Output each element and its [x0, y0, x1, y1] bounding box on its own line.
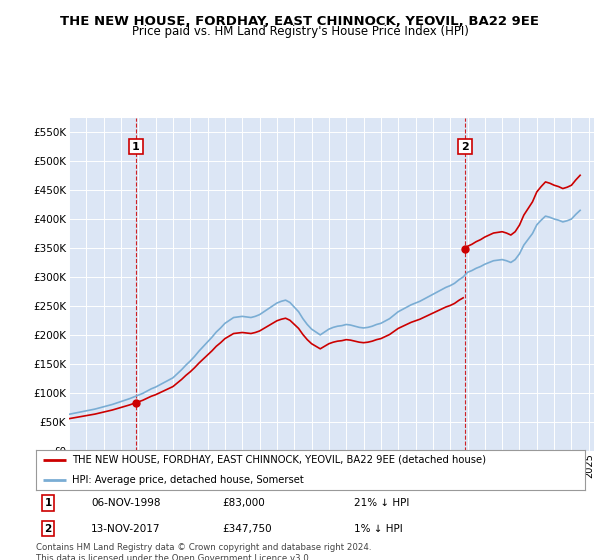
Text: THE NEW HOUSE, FORDHAY, EAST CHINNOCK, YEOVIL, BA22 9EE (detached house): THE NEW HOUSE, FORDHAY, EAST CHINNOCK, Y…	[71, 455, 485, 465]
Text: Price paid vs. HM Land Registry's House Price Index (HPI): Price paid vs. HM Land Registry's House …	[131, 25, 469, 39]
Text: £347,750: £347,750	[223, 524, 272, 534]
Text: HPI: Average price, detached house, Somerset: HPI: Average price, detached house, Some…	[71, 475, 304, 485]
Text: £83,000: £83,000	[223, 498, 265, 508]
Text: 06-NOV-1998: 06-NOV-1998	[91, 498, 160, 508]
Text: 13-NOV-2017: 13-NOV-2017	[91, 524, 160, 534]
Text: Contains HM Land Registry data © Crown copyright and database right 2024.
This d: Contains HM Land Registry data © Crown c…	[36, 543, 371, 560]
Text: 1: 1	[132, 142, 140, 152]
Text: 2: 2	[461, 142, 469, 152]
Text: 21% ↓ HPI: 21% ↓ HPI	[355, 498, 410, 508]
Text: 1: 1	[44, 498, 52, 508]
Text: 2: 2	[44, 524, 52, 534]
Text: 1% ↓ HPI: 1% ↓ HPI	[355, 524, 403, 534]
Text: THE NEW HOUSE, FORDHAY, EAST CHINNOCK, YEOVIL, BA22 9EE: THE NEW HOUSE, FORDHAY, EAST CHINNOCK, Y…	[61, 15, 539, 28]
